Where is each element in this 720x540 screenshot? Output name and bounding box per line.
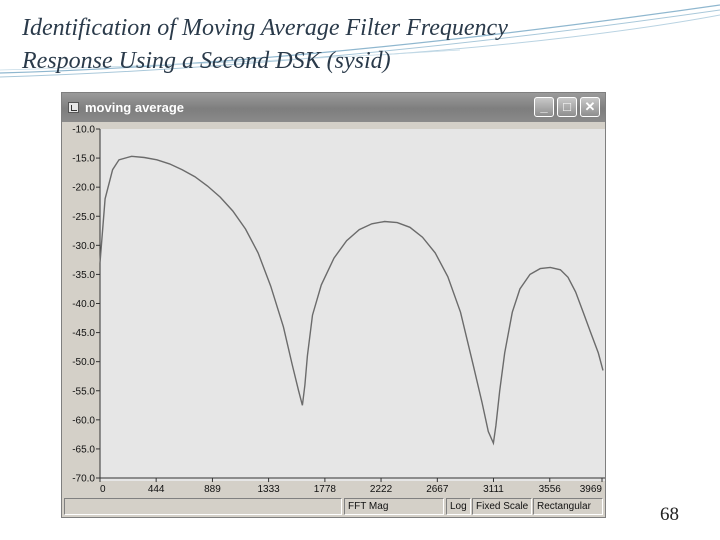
- minimize-button[interactable]: _: [534, 97, 554, 117]
- y-tick-label: -50.0: [72, 357, 95, 368]
- page-number: 68: [660, 504, 679, 525]
- y-tick-label: -25.0: [72, 212, 95, 223]
- slide-title: Identification of Moving Average Filter …: [22, 12, 662, 78]
- graph-window: moving average _ □ ✕ -10.0 -15.0 -20.0 -25.…: [61, 92, 606, 518]
- y-axis-ticks: -10.0 -15.0 -20.0 -25.0 -30.0 -35.0 -40.0 -45.0…: [72, 125, 100, 485]
- frequency-response-line: [99, 155, 604, 446]
- x-tick-label: 3111: [483, 484, 504, 495]
- window-title: moving average: [85, 100, 184, 115]
- status-window-type[interactable]: Rectangular: [533, 498, 603, 515]
- status-scale-mode[interactable]: Fixed Scale: [472, 498, 532, 515]
- slide-title-line-2: Response Using a Second DSK (sysid): [22, 48, 391, 74]
- x-axis-ticks: 0 444 889 1333 1778 2222 2667 3111 3556 3969: [99, 478, 603, 495]
- x-tick-label: 444: [148, 484, 165, 495]
- y-tick-label: -55.0: [72, 386, 95, 397]
- x-tick-label: 1333: [257, 484, 280, 495]
- x-tick-label: 3556: [539, 484, 562, 495]
- window-titlebar[interactable]: moving average _ □ ✕: [62, 93, 605, 122]
- x-tick-label: 2667: [426, 484, 449, 495]
- graph-app-icon[interactable]: [68, 102, 79, 113]
- plot-background: [100, 129, 605, 481]
- x-tick-label: 0: [100, 484, 106, 495]
- y-tick-label: -35.0: [72, 270, 95, 281]
- slide-title-line-1: Identification of Moving Average Filter …: [22, 15, 508, 41]
- fft-magnitude-plot[interactable]: -10.0 -15.0 -20.0 -25.0 -30.0 -35.0 -40.0 -45.0…: [62, 122, 605, 495]
- x-tick-label: 2222: [370, 484, 393, 495]
- y-tick-label: -15.0: [72, 154, 95, 165]
- status-scale-type[interactable]: Log: [446, 498, 471, 515]
- x-tick-label: 3969: [580, 484, 603, 495]
- x-tick-label: 889: [204, 484, 221, 495]
- decorative-swoosh-lines: [0, 4, 720, 78]
- status-pane-empty: [64, 498, 342, 515]
- y-tick-label: -45.0: [72, 328, 95, 339]
- y-tick-label: -10.0: [72, 125, 95, 136]
- status-bar: FFT Mag Log Fixed Scale Rectangular: [62, 495, 605, 517]
- x-tick-label: 1778: [314, 484, 337, 495]
- y-tick-label: -65.0: [72, 444, 95, 455]
- y-tick-label: -60.0: [72, 415, 95, 426]
- maximize-button[interactable]: □: [557, 97, 577, 117]
- y-tick-label: -30.0: [72, 241, 95, 252]
- close-button[interactable]: ✕: [580, 97, 600, 117]
- status-mode[interactable]: FFT Mag: [344, 498, 444, 515]
- y-tick-label: -70.0: [72, 474, 95, 485]
- y-tick-label: -40.0: [72, 299, 95, 310]
- y-tick-label: -20.0: [72, 183, 95, 194]
